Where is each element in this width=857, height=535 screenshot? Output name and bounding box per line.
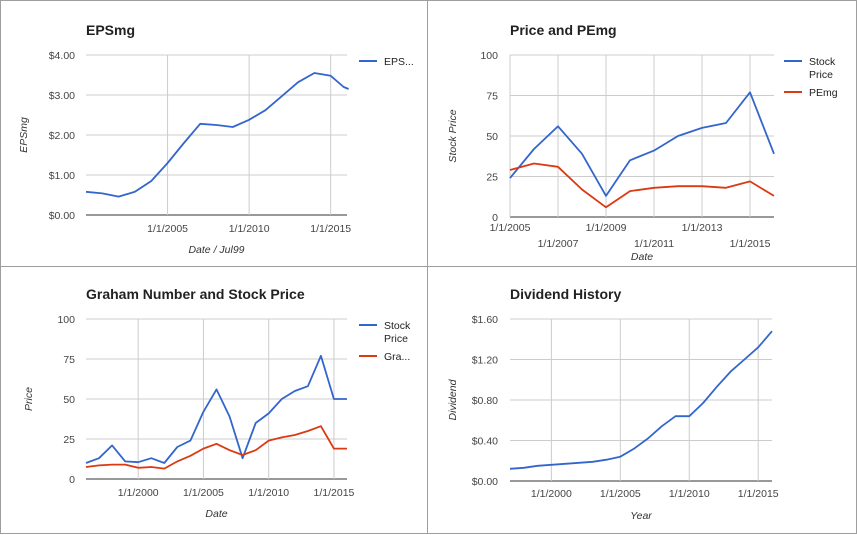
x-tick-label: 1/1/2009 [586, 222, 627, 234]
y-tick-label: $1.20 [472, 355, 498, 367]
x-tick-label: 1/1/2010 [248, 487, 289, 499]
chart-panel-epsmg[interactable]: EPSmg $0.00 $1.00 $2.00 $3.00 $4.00 1/1/2005 1/… [0, 0, 428, 267]
x-tick-label: 1/1/2015 [314, 487, 355, 499]
y-tick-label: $1.60 [472, 314, 498, 326]
chart-epsmg: EPSmg $0.00 $1.00 $2.00 $3.00 $4.00 1/1/2005 1/… [18, 22, 414, 256]
x-tick-label: 1/1/2005 [600, 488, 641, 500]
chart-graham-number: Graham Number and Stock Price 0 25 50 75 100 1… [23, 286, 411, 520]
chart-title: EPSmg [86, 22, 135, 38]
series-line-pemg[interactable] [509, 162, 775, 209]
x-tick-label: 1/1/2010 [669, 488, 710, 500]
y-tick-label: 75 [486, 91, 498, 103]
x-axis-label: Date / Jul99 [188, 244, 244, 256]
y-tick-label: 25 [63, 434, 75, 446]
x-tick-label: 1/1/2000 [118, 487, 159, 499]
y-tick-label: 75 [63, 354, 75, 366]
x-tick-label: 1/1/2005 [147, 223, 188, 235]
series-line-eps[interactable] [85, 72, 349, 198]
x-tick-label: 1/1/2013 [682, 222, 723, 234]
chart-title: Price and PEmg [510, 22, 617, 38]
y-axis-label: Stock Price [447, 109, 459, 162]
legend-entry[interactable]: Stock Price [809, 56, 836, 81]
series-line-series-0[interactable] [509, 330, 773, 470]
y-tick-label: 25 [486, 172, 498, 184]
y-tick-label: 50 [486, 131, 498, 143]
y-tick-label: 100 [480, 50, 498, 62]
chart-panel-price-and-pemg[interactable]: Price and PEmg 0 25 50 75 100 1/1/2005 1/1/2007… [427, 0, 857, 267]
y-tick-label: $3.00 [49, 90, 75, 102]
x-tick-label: 1/1/2005 [490, 222, 531, 234]
series-line-stock-price[interactable] [509, 91, 775, 197]
x-tick-label: 1/1/2015 [310, 223, 351, 235]
y-tick-label: 0 [492, 212, 498, 224]
x-tick-label: 1/1/2015 [730, 238, 771, 250]
y-tick-label: $0.00 [49, 210, 75, 222]
legend-entry[interactable]: PEmg [809, 87, 838, 99]
y-axis-label: Price [23, 387, 35, 411]
y-tick-label: $0.80 [472, 395, 498, 407]
x-axis-label: Date [205, 508, 227, 520]
x-axis-label: Year [630, 510, 652, 522]
x-axis-label: Date [631, 251, 653, 263]
y-tick-label: $1.00 [49, 170, 75, 182]
legend-entry[interactable]: Gra... [384, 351, 410, 363]
y-tick-label: $0.40 [472, 436, 498, 448]
y-tick-label: 0 [69, 474, 75, 486]
y-tick-label: $0.00 [472, 476, 498, 488]
chart-title: Dividend History [510, 286, 621, 302]
y-tick-label: $2.00 [49, 130, 75, 142]
y-tick-label: $4.00 [49, 50, 75, 62]
chart-dividend-history: Dividend History $0.00 $0.40 $0.80 $1.20 $1.6… [447, 286, 779, 522]
x-tick-label: 1/1/2000 [531, 488, 572, 500]
chart-panel-graham-number[interactable]: Graham Number and Stock Price 0 25 50 75 100 1… [0, 266, 428, 534]
x-tick-label: 1/1/2007 [538, 238, 579, 250]
y-axis-label: EPSmg [18, 117, 30, 153]
x-tick-label: 1/1/2005 [183, 487, 224, 499]
y-tick-label: 50 [63, 394, 75, 406]
legend-entry[interactable]: Stock Price [384, 320, 411, 345]
chart-panel-dividend-history[interactable]: Dividend History $0.00 $0.40 $0.80 $1.20 $1.6… [427, 266, 857, 534]
chart-title: Graham Number and Stock Price [86, 286, 305, 302]
chart-price-and-pemg: Price and PEmg 0 25 50 75 100 1/1/2005 1/1/2007… [447, 22, 838, 263]
series-line-stock-price[interactable] [85, 354, 347, 464]
legend-entry[interactable]: EPS... [384, 56, 414, 68]
x-tick-label: 1/1/2011 [634, 238, 674, 250]
y-axis-label: Dividend [447, 378, 459, 420]
series-line-gra[interactable] [85, 425, 347, 470]
x-tick-label: 1/1/2010 [229, 223, 270, 235]
y-tick-label: 100 [57, 314, 75, 326]
x-tick-label: 1/1/2015 [738, 488, 779, 500]
